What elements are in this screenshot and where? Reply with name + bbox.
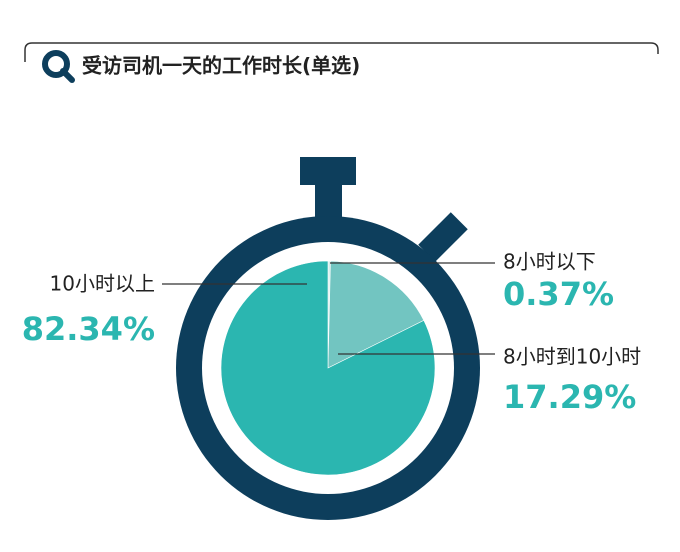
search-icon — [42, 50, 75, 83]
slice-value: 82.34% — [22, 310, 155, 348]
slice-value: 17.29% — [503, 378, 636, 416]
slice-value: 0.37% — [503, 275, 614, 313]
slice-name: 8小时以下 — [503, 250, 596, 274]
chart-title: 受访司机一天的工作时长(单选) — [82, 54, 360, 78]
pie-slice — [327, 260, 425, 369]
header-border — [24, 42, 659, 62]
pie-slice — [220, 260, 436, 476]
slice-name: 10小时以上 — [50, 272, 155, 296]
slice-name: 8小时到10小时 — [503, 345, 641, 369]
